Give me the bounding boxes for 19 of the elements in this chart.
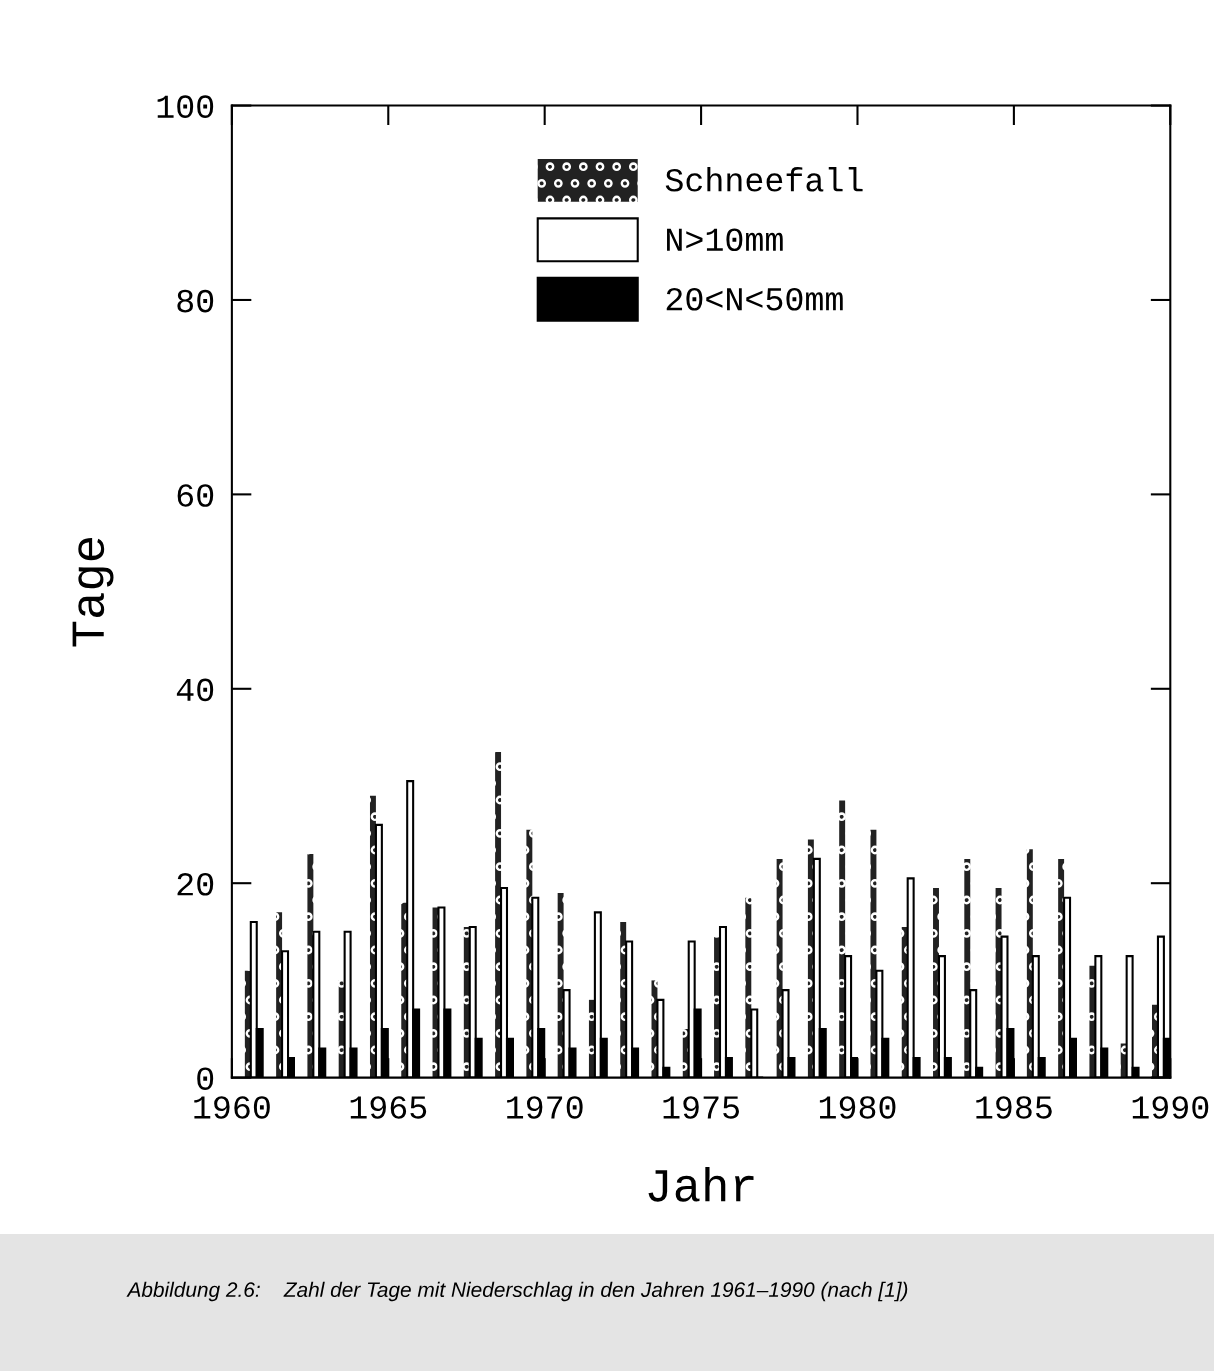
x-tick-label: 1965 (350, 1096, 427, 1119)
x-tick-label: 1985 (976, 1096, 1052, 1119)
x-tick-label: 1960 (194, 1096, 270, 1119)
x-tick-label: 1980 (819, 1096, 896, 1119)
legend-label: N>10mm (667, 228, 783, 252)
x-tick-label: 1970 (507, 1096, 583, 1119)
x-tick-label: 1990 (1132, 1096, 1209, 1119)
y-tick-label: 60 (177, 484, 214, 507)
x-tick-label: 1975 (663, 1096, 739, 1119)
y-axis-title: Tage (72, 538, 114, 647)
y-tick-label: 20 (177, 872, 214, 896)
text: Abbildung 2.6: Zahl der Tage mit Niederschlag in den Jahren 1961–1990 (nach [1]) (126, 1281, 908, 1302)
y-tick-label: 40 (176, 678, 214, 702)
x-axis-title: Jahr (648, 1167, 754, 1202)
y-tick-label: 0 (197, 1067, 214, 1091)
y-tick-label: 100 (157, 95, 214, 118)
legend-label: 20<N<50mm (666, 287, 843, 311)
legend-label: Schneefall (665, 167, 863, 192)
y-tick-label: 80 (177, 289, 214, 313)
